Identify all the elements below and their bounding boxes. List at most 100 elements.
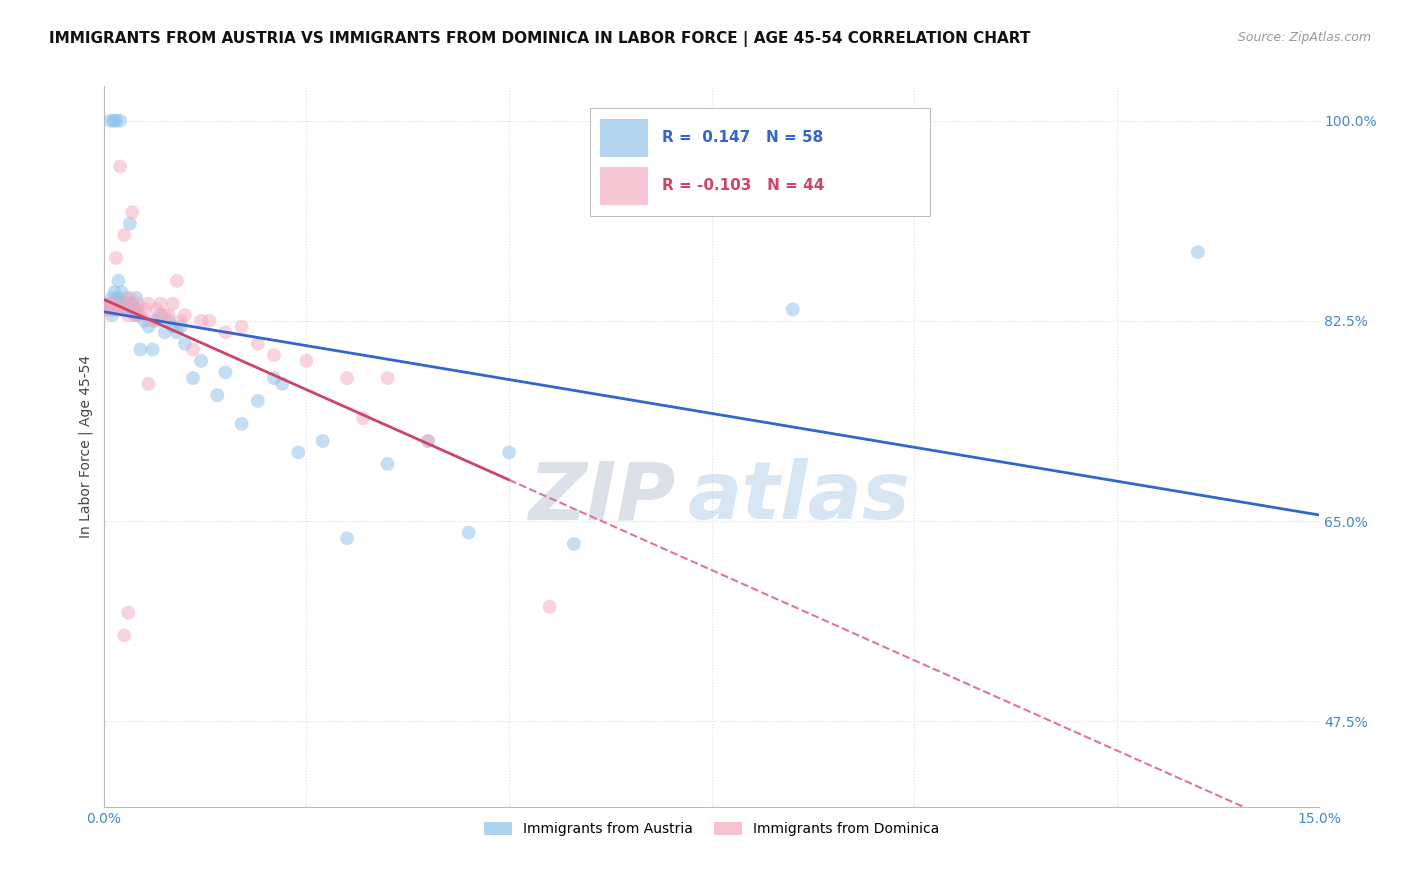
Point [129,308,152,322]
Point [174,336,197,351]
Point [231,417,253,431]
Point [170,314,193,328]
Point [170,319,193,334]
Point [336,371,359,385]
Point [1187,245,1209,260]
Point [117,302,139,317]
Point [98,296,121,310]
Point [181,371,204,385]
Point [162,296,184,310]
Point [115,302,138,317]
Point [162,319,184,334]
Point [263,371,285,385]
Point [101,308,124,322]
Point [101,291,124,305]
Point [111,302,134,317]
Point [118,291,141,305]
Point [108,296,131,310]
Point [97,302,120,317]
Point [157,314,180,328]
Point [127,296,149,310]
Point [145,302,167,317]
Point [166,274,188,288]
Legend: Immigrants from Austria, Immigrants from Dominica: Immigrants from Austria, Immigrants from… [478,815,946,843]
Point [103,296,125,310]
Point [112,296,135,310]
Point [138,376,160,391]
Point [562,537,585,551]
Point [416,434,439,448]
Point [166,326,188,340]
Point [538,599,561,614]
Point [97,302,120,317]
Point [108,113,131,128]
Point [271,376,294,391]
Point [377,457,399,471]
Text: ZIP: ZIP [527,458,675,536]
Point [157,308,180,322]
Point [246,336,269,351]
Point [138,319,160,334]
Point [105,113,128,128]
Point [377,371,399,385]
Point [149,296,172,310]
Point [98,113,121,128]
Point [174,308,197,322]
Point [498,445,520,459]
Point [127,308,149,322]
Point [107,291,129,305]
Point [112,628,135,642]
Point [141,314,163,328]
Point [125,302,148,317]
Point [124,302,146,317]
Point [124,308,146,322]
Point [295,354,318,368]
Text: atlas: atlas [688,458,910,536]
Point [98,296,121,310]
Point [117,606,139,620]
Point [107,302,129,317]
Point [149,308,172,322]
Point [153,308,176,322]
Point [198,314,221,328]
Point [112,302,135,317]
Point [181,343,204,357]
Point [121,302,143,317]
Point [134,302,156,317]
Point [145,314,167,328]
Point [129,343,152,357]
Text: Source: ZipAtlas.com: Source: ZipAtlas.com [1237,31,1371,45]
Point [115,296,138,310]
Point [336,531,359,545]
Point [134,314,156,328]
Point [782,302,804,317]
Point [138,296,160,310]
Point [108,160,131,174]
Point [107,274,129,288]
Point [105,251,128,265]
Point [121,296,143,310]
Text: IMMIGRANTS FROM AUSTRIA VS IMMIGRANTS FROM DOMINICA IN LABOR FORCE | AGE 45-54 C: IMMIGRANTS FROM AUSTRIA VS IMMIGRANTS FR… [49,31,1031,47]
Point [111,285,134,300]
Point [125,308,148,322]
Point [121,205,143,219]
Point [103,302,125,317]
Point [207,388,229,402]
Point [117,308,139,322]
Point [101,302,124,317]
Point [190,314,212,328]
Point [115,291,138,305]
Point [312,434,335,448]
Point [263,348,285,362]
Y-axis label: In Labor Force | Age 45-54: In Labor Force | Age 45-54 [79,355,93,538]
Point [153,326,176,340]
Point [246,393,269,408]
Point [416,434,439,448]
Point [214,326,236,340]
Point [103,113,125,128]
Point [231,319,253,334]
Point [118,217,141,231]
Point [117,296,139,310]
Point [125,291,148,305]
Point [105,296,128,310]
